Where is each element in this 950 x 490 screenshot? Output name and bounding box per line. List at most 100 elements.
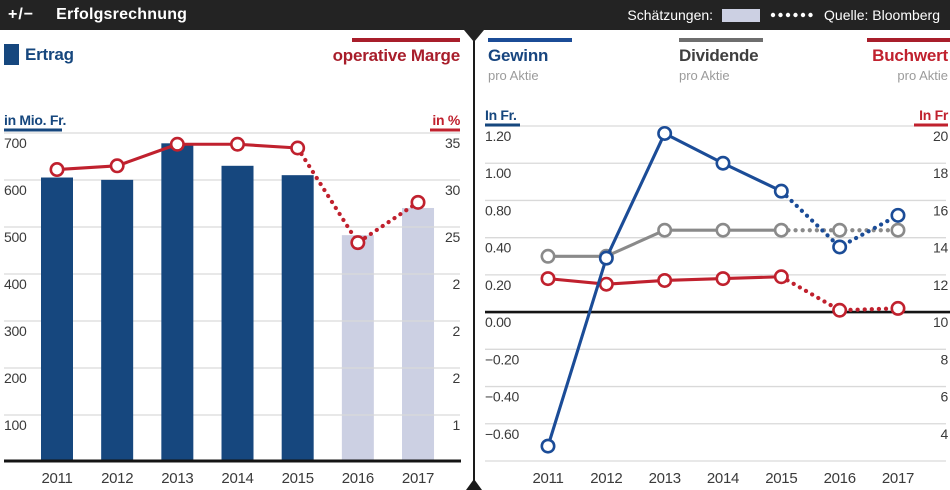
bar-2015: [281, 175, 314, 460]
year-label: 2013: [161, 470, 193, 487]
left-tick-label: 500: [4, 229, 27, 245]
year-label: 2016: [824, 470, 856, 487]
gewinn-point-0: [540, 438, 556, 454]
year-label: 2014: [707, 470, 739, 487]
year-label: 2017: [402, 470, 434, 487]
marge-line-dotted: [295, 145, 421, 246]
gewinn-point-6: [890, 207, 906, 223]
left-tick-label: −0.60: [485, 426, 519, 442]
dividende-legend-label: Dividende: [679, 46, 759, 65]
buchwert-point-0: [540, 271, 556, 287]
left-axis-underline: [4, 128, 62, 132]
dividende-point-6: [890, 222, 906, 238]
dividende-legend-bar: [679, 38, 763, 42]
marge-point-5: [350, 235, 366, 251]
dividende-point-5: [832, 222, 848, 238]
right-tick-label: 2: [453, 276, 461, 292]
year-label: 2015: [282, 470, 314, 487]
operative-marge-legend-label: operative Marge: [332, 46, 461, 65]
divider-bottom-arrow: [466, 479, 482, 490]
left-tick-label: 0.00: [485, 314, 512, 330]
right-tick-label: 4: [941, 426, 949, 442]
marge-point-2: [169, 136, 185, 152]
right-tick-label: 30: [445, 182, 460, 198]
gewinn-point-3: [715, 155, 731, 171]
buchwert-legend-bar: [867, 38, 950, 42]
bar-2013: [161, 143, 194, 460]
gewinn-legend-label: Gewinn: [488, 46, 549, 65]
right-axis-unit-label: In Fr: [919, 107, 949, 123]
gewinn-point-5: [832, 239, 848, 255]
gewinn-point-4: [773, 183, 789, 199]
buchwert-point-5: [832, 302, 848, 318]
left-axis-unit-label: in Mio. Fr.: [4, 112, 66, 128]
right-tick-label: 1: [453, 417, 461, 433]
right-tick-label: 35: [445, 135, 460, 151]
right-axis-underline: [430, 128, 460, 132]
left-axis-underline: [485, 123, 520, 127]
left-tick-label: 200: [4, 370, 27, 386]
left-tick-label: 300: [4, 323, 27, 339]
left-tick-label: 0.40: [485, 240, 512, 256]
right-tick-label: 2: [453, 370, 461, 386]
revenue-panel: Ertrag operative Marge 700 35 600 30 500 25 40…: [0, 30, 463, 490]
buchwert-point-4: [773, 269, 789, 285]
right-tick-label: 14: [933, 240, 948, 256]
marge-point-0: [49, 162, 65, 178]
right-tick-label: 6: [941, 389, 949, 405]
gewinn-line-dotted: [779, 189, 901, 250]
year-label: 2011: [532, 470, 563, 487]
right-tick-label: 25: [445, 229, 460, 245]
buchwert-point-1: [598, 276, 614, 292]
left-tick-label: 700: [4, 135, 27, 151]
year-label: 2016: [342, 470, 374, 487]
left-axis-unit-label: In Fr.: [485, 107, 517, 123]
per-share-chart: 1.20 20 1.00 18 0.80 16 0.40 14 0.20 12 0.00 10 −0.2…: [485, 107, 950, 487]
buchwert-point-3: [715, 271, 731, 287]
bar-2014: [221, 165, 254, 460]
left-tick-label: 0.20: [485, 277, 512, 293]
marge-point-6: [410, 194, 426, 210]
right-tick-label: 10: [933, 314, 948, 330]
year-label: 2012: [590, 470, 622, 487]
divider-top-arrow: [464, 30, 484, 42]
marge-point-4: [290, 140, 306, 156]
estimate-dotted-line-swatch: [770, 12, 813, 18]
year-label: 2013: [649, 470, 681, 487]
gewinn-legend-bar: [488, 38, 572, 42]
right-axis-underline: [914, 123, 948, 127]
gewinn-line-solid: [546, 131, 782, 447]
right-tick-label: 18: [933, 165, 948, 181]
right-tick-label: 16: [933, 202, 948, 218]
gewinn-point-1: [598, 250, 614, 266]
dividende-point-2: [657, 222, 673, 238]
marge-point-1: [109, 158, 125, 174]
ertrag-legend-swatch: [4, 44, 19, 65]
left-tick-label: 600: [4, 182, 27, 198]
page-title: Erfolgsrechnung: [56, 6, 188, 23]
marge-point-3: [230, 136, 246, 152]
left-tick-label: −0.20: [485, 351, 519, 367]
ertrag-legend-label: Ertrag: [25, 45, 74, 64]
dividende-point-0: [540, 248, 556, 264]
year-label: 2011: [41, 470, 72, 487]
right-tick-label: 20: [933, 128, 948, 144]
buchwert-point-6: [890, 300, 906, 316]
dividende-point-4: [773, 222, 789, 238]
bar-2011: [41, 177, 73, 460]
panel-divider-line: [473, 30, 475, 490]
left-tick-label: 400: [4, 276, 27, 292]
year-label: 2017: [882, 470, 914, 487]
estimate-bar-swatch: [722, 8, 761, 22]
plus-minus-icon: +/−: [8, 6, 35, 23]
x-axis-line: [4, 459, 461, 463]
right-tick-label: 2: [453, 323, 461, 339]
bar-estimate-2016: [341, 235, 374, 460]
per-share-panel: Gewinn pro Aktie Dividende pro Aktie Buc…: [483, 30, 950, 490]
estimates-label: Schätzungen:: [627, 7, 714, 23]
header-bar: +/− Erfolgsrechnung Schätzungen: Quelle:…: [0, 0, 950, 30]
year-label: 2015: [765, 470, 797, 487]
bar-2012: [101, 179, 134, 460]
right-axis-unit-label: in %: [432, 112, 460, 128]
